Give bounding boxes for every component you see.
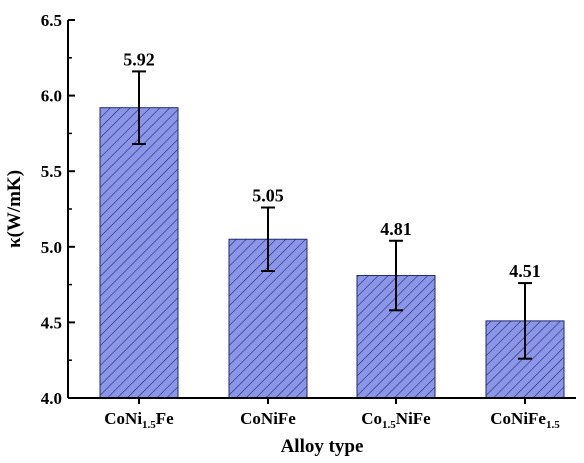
- y-tick-label-6: 6.5: [41, 11, 62, 30]
- y-ticks-group: 4.0 4.5 5.0 5.5 6.0 6.5: [41, 11, 75, 408]
- value-label-2: 5.05: [252, 185, 284, 205]
- y-tick-label-1: 4.0: [41, 389, 62, 408]
- value-labels-group: 5.92 5.05 4.81 4.51: [123, 49, 541, 281]
- x-axis-label: Alloy type: [281, 436, 364, 457]
- value-label-1: 5.92: [123, 49, 155, 69]
- y-tick-label-2: 4.5: [41, 313, 62, 332]
- y-axis-label: κ(W/mK): [4, 170, 25, 248]
- x-tick-label-4: CoNiFe1.5: [490, 409, 560, 431]
- x-ticks-group: CoNi1.5Fe CoNiFe Co1.5NiFe CoNiFe1.5: [104, 398, 560, 431]
- value-label-3: 4.81: [380, 219, 412, 239]
- y-tick-label-3: 5.0: [41, 238, 62, 257]
- error-bars-group: [132, 70, 532, 360]
- value-label-4: 4.51: [509, 261, 541, 281]
- x-tick-label-2: CoNiFe: [240, 409, 296, 428]
- bar-hatch-1: [99, 107, 179, 399]
- y-tick-label-4: 5.5: [41, 162, 62, 181]
- x-tick-label-1: CoNi1.5Fe: [104, 409, 174, 431]
- y-tick-label-5: 6.0: [41, 87, 62, 106]
- x-tick-label-3: Co1.5NiFe: [361, 409, 431, 431]
- bars-group: [99, 107, 565, 399]
